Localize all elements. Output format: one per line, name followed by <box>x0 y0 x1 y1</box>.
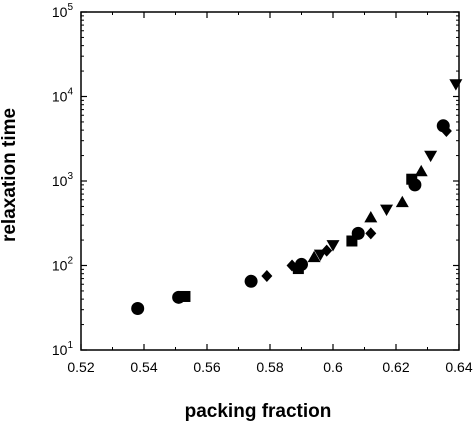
data-point-triangle-down <box>449 79 463 91</box>
data-point-triangle-down <box>424 150 438 163</box>
data-point-diamond <box>321 244 333 257</box>
data-point-square <box>406 173 418 185</box>
y-tick-label: 104 <box>52 87 74 105</box>
data-point-square <box>292 263 304 275</box>
data-point-triangle-down <box>326 240 340 252</box>
y-tick-label: 103 <box>52 171 74 189</box>
plot-frame <box>80 11 460 351</box>
y-tick-label: 101 <box>52 340 74 358</box>
y-axis-label: relaxation time <box>0 108 20 242</box>
x-tick-label: 0.62 <box>382 359 409 375</box>
data-point-circle <box>131 301 145 315</box>
x-tick-label: 0.58 <box>256 359 283 375</box>
data-point-triangle-down <box>380 204 394 216</box>
data-point-diamond <box>440 125 452 138</box>
y-tick-label: 102 <box>52 256 74 274</box>
data-point-square <box>346 235 358 247</box>
data-point-circle <box>244 274 258 288</box>
x-tick-label: 0.6 <box>323 359 343 375</box>
x-tick-label: 0.56 <box>193 359 220 375</box>
plot-area: 0.52 0.54 0.56 0.58 0.6 0.62 0.64 101 102 103 104 1… <box>52 2 473 375</box>
data-point-diamond <box>365 227 377 240</box>
y-tick-label: 105 <box>52 2 74 20</box>
x-tick-label: 0.52 <box>67 359 94 375</box>
data-point-triangle-up <box>364 210 378 223</box>
data-point-square <box>179 290 191 302</box>
data-point-diamond <box>261 270 273 283</box>
data-point-triangle-up <box>414 164 428 177</box>
x-tick-label: 0.64 <box>445 359 472 375</box>
data-point-diamond <box>286 259 298 272</box>
data-point-triangle-up <box>395 195 409 208</box>
x-axis-label: packing fraction <box>185 401 332 422</box>
x-tick-label: 0.54 <box>130 359 157 375</box>
data-point-triangle-down <box>313 249 327 261</box>
data-point-triangle-up <box>307 250 321 263</box>
